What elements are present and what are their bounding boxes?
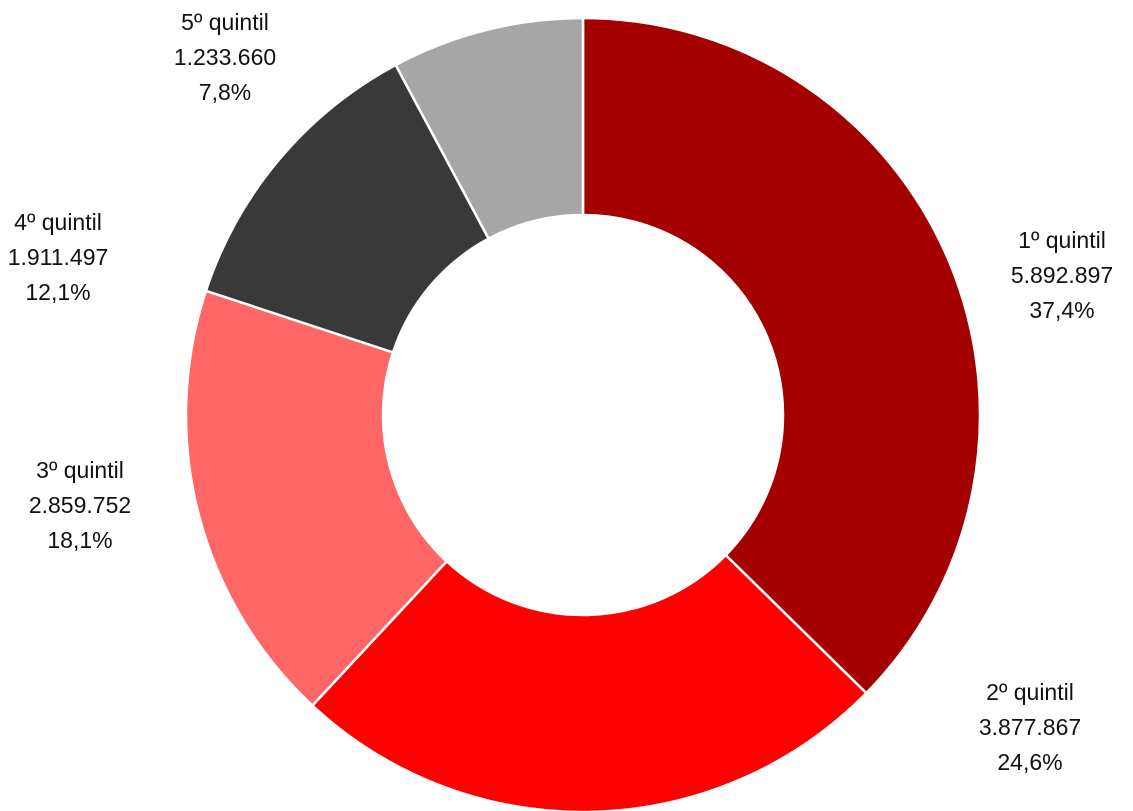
donut-slice [393, 16, 585, 241]
value-label: 1.911.497 [8, 244, 109, 270]
slice-label: 4º quintil [14, 209, 102, 235]
percent-label: 24,6% [997, 749, 1062, 775]
donut-slice [310, 553, 869, 811]
donut-slice [581, 16, 982, 695]
percent-label: 12,1% [25, 279, 90, 305]
value-label: 5.892.897 [1011, 262, 1113, 288]
value-label: 3.877.867 [979, 714, 1081, 740]
slice-label: 2º quintil [986, 679, 1074, 705]
percent-label: 37,4% [1029, 297, 1094, 323]
slice-label: 1º quintil [1018, 227, 1106, 253]
percent-label: 7,8% [199, 79, 251, 105]
donut-slice [184, 289, 449, 708]
slice-label: 5º quintil [181, 9, 269, 35]
value-label: 2.859.752 [29, 492, 131, 518]
donut-slice [204, 63, 491, 355]
slice-label: 3º quintil [36, 457, 124, 483]
percent-label: 18,1% [47, 527, 112, 553]
value-label: 1.233.660 [174, 44, 276, 70]
